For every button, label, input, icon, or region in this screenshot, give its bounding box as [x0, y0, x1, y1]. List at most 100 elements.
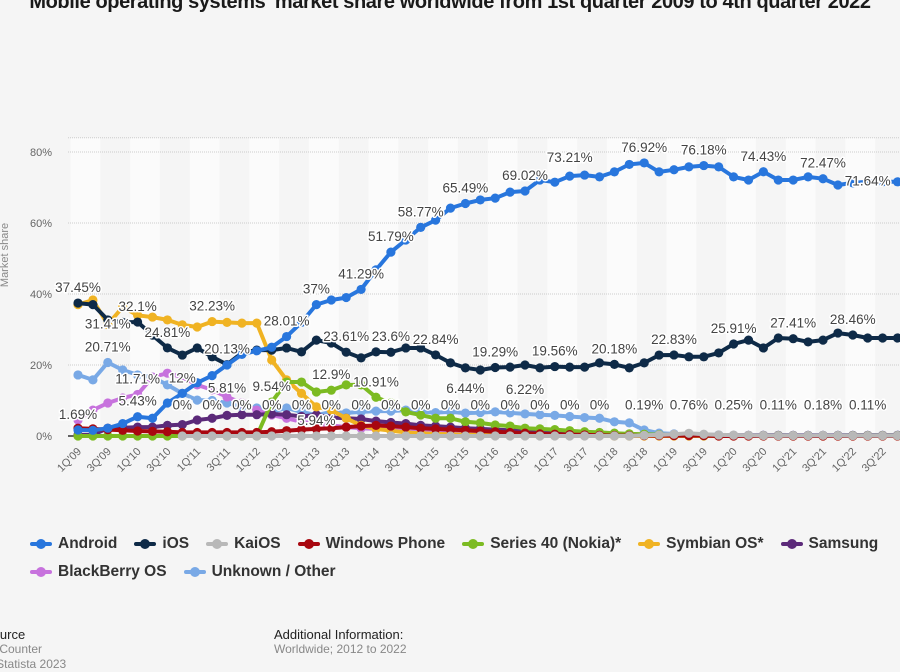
- data-point: [341, 431, 351, 441]
- data-point: [431, 431, 441, 441]
- data-label: 12%: [169, 370, 196, 385]
- legend-label: Windows Phone: [325, 535, 446, 552]
- legend-item-symbian-os[interactable]: Symbian OS*: [638, 535, 764, 553]
- y-tick-label: 0%: [36, 431, 52, 443]
- plot-band: [487, 137, 518, 437]
- data-point: [580, 362, 590, 372]
- legend-item-windows-phone[interactable]: Windows Phone: [297, 535, 446, 553]
- x-tick-label: 1Q'12: [234, 446, 263, 475]
- data-point: [714, 430, 724, 440]
- legend-item-series-40-nokia[interactable]: Series 40 (Nokia)*: [462, 535, 621, 553]
- data-point: [565, 411, 575, 422]
- data-point: [282, 343, 292, 353]
- plot-band: [726, 137, 756, 437]
- y-tick-label: 60%: [30, 218, 52, 230]
- data-label: 37.45%: [55, 280, 101, 295]
- data-point: [177, 350, 187, 360]
- plot-band: [606, 137, 637, 437]
- legend-label: Unknown / Other: [211, 563, 336, 580]
- x-tick-label: 1Q'16: [472, 446, 501, 475]
- data-point: [431, 215, 441, 225]
- data-point: [326, 338, 336, 348]
- data-point: [147, 312, 158, 322]
- data-point: [535, 175, 545, 185]
- legend-item-kaios[interactable]: KaiOS: [206, 535, 281, 553]
- data-point: [401, 343, 411, 353]
- legend-marker-icon: [183, 567, 206, 577]
- data-point: [371, 347, 381, 357]
- data-point: [535, 431, 545, 441]
- data-point: [118, 418, 128, 429]
- x-tick-label: 1Q'21: [770, 446, 799, 475]
- data-point: [431, 413, 441, 423]
- data-point: [490, 420, 500, 430]
- data-label: 5.81%: [208, 380, 246, 395]
- data-point: [699, 429, 709, 439]
- plot-band: [368, 137, 399, 437]
- data-point: [222, 410, 232, 420]
- data-point: [669, 429, 679, 439]
- data-point: [416, 343, 426, 353]
- data-point: [714, 162, 724, 172]
- plot-band: [845, 137, 876, 437]
- x-tick-label: 1Q'11: [175, 446, 203, 474]
- data-point: [803, 337, 813, 347]
- data-point: [177, 420, 187, 430]
- data-point: [177, 372, 187, 382]
- data-point: [475, 431, 485, 441]
- data-point: [460, 363, 470, 373]
- data-label: 0%: [202, 398, 222, 413]
- additional-info-heading[interactable]: Additional Information:: [274, 627, 404, 642]
- data-point: [609, 417, 620, 427]
- data-point: [103, 398, 113, 408]
- legend-item-android[interactable]: Android: [30, 535, 117, 553]
- data-point: [401, 431, 411, 441]
- x-tick-label: 1Q'10: [115, 446, 144, 475]
- data-point: [505, 408, 515, 418]
- data-label: 0%: [322, 398, 342, 413]
- additional-info-block: Additional Information: Worldwide; 2012 …: [274, 627, 407, 657]
- x-tick-label: 3Q'20: [741, 446, 770, 475]
- data-label: 31.41%: [85, 316, 131, 331]
- legend-item-samsung[interactable]: Samsung: [780, 535, 878, 553]
- legend-item-blackberry-os[interactable]: BlackBerry OS: [30, 563, 167, 581]
- data-point: [654, 430, 664, 440]
- data-point: [133, 426, 143, 436]
- x-tick-label: 1Q'19: [651, 446, 680, 475]
- data-point: [267, 355, 277, 365]
- data-point: [133, 317, 143, 327]
- legend-item-ios[interactable]: iOS: [134, 535, 189, 553]
- data-label: 32.1%: [118, 299, 156, 314]
- data-point: [892, 333, 900, 343]
- data-label: 11.71%: [115, 371, 160, 386]
- data-point: [520, 360, 530, 370]
- data-point: [88, 300, 98, 310]
- data-label: 0.18%: [804, 398, 842, 413]
- data-point: [162, 380, 172, 390]
- data-point: [788, 334, 798, 344]
- data-point: [237, 349, 247, 359]
- legend-item-unknown-other[interactable]: Unknown / Other: [183, 563, 336, 581]
- x-tick-label: 3Q'14: [383, 446, 412, 475]
- data-point: [490, 193, 500, 203]
- legend-label: Symbian OS*: [666, 535, 764, 552]
- legend-row: BlackBerry OS Unknown / Other: [30, 558, 900, 586]
- data-point: [371, 420, 381, 430]
- data-point: [594, 358, 605, 368]
- data-point: [624, 431, 634, 441]
- data-point: [162, 343, 172, 353]
- data-point: [356, 353, 366, 363]
- legend-marker-icon: [206, 539, 229, 549]
- data-label: 74.43%: [741, 149, 787, 164]
- legend-marker-icon: [638, 539, 661, 549]
- data-point: [371, 431, 381, 441]
- data-point: [282, 431, 292, 441]
- data-point: [207, 413, 217, 423]
- data-point: [207, 371, 217, 381]
- data-point: [177, 320, 187, 330]
- data-label: 10.91%: [353, 374, 399, 389]
- data-point: [505, 362, 515, 372]
- data-point: [609, 167, 620, 177]
- data-point: [162, 427, 172, 437]
- source-line[interactable]: StatCounter: [0, 642, 43, 656]
